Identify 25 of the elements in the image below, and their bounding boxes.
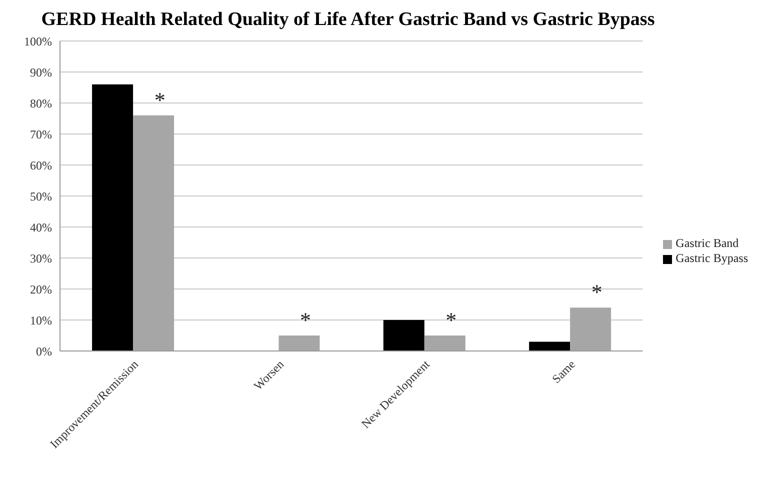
y-tick-label: 80% [30, 96, 52, 110]
y-tick-label: 20% [30, 282, 52, 296]
bar [92, 84, 134, 351]
bar [383, 320, 424, 351]
y-tick-label: 30% [30, 251, 52, 266]
bar [424, 336, 466, 351]
bar [570, 308, 612, 351]
y-tick-label: 60% [30, 158, 52, 172]
annotation: * [591, 280, 602, 305]
y-tick-label: 50% [30, 189, 52, 204]
annotation: * [154, 87, 166, 112]
chart-title: GERD Health Related Quality of Life After Gastric Band vs Gastric Bypass [40, 8, 656, 31]
bar [529, 342, 570, 351]
y-tick-label: 100% [24, 34, 52, 48]
bar [133, 115, 174, 351]
legend-label: Gastric Band [676, 236, 739, 250]
y-tick-label: 40% [30, 220, 52, 234]
y-tick-label: 10% [30, 313, 52, 328]
annotation: * [446, 308, 457, 332]
legend-label: Gastric Bypass [676, 251, 748, 265]
y-tick-label: 70% [30, 127, 52, 142]
annotation: * [300, 308, 311, 332]
y-tick-label: 0% [36, 344, 52, 358]
bar [278, 336, 320, 351]
y-tick-label: 90% [30, 65, 52, 80]
